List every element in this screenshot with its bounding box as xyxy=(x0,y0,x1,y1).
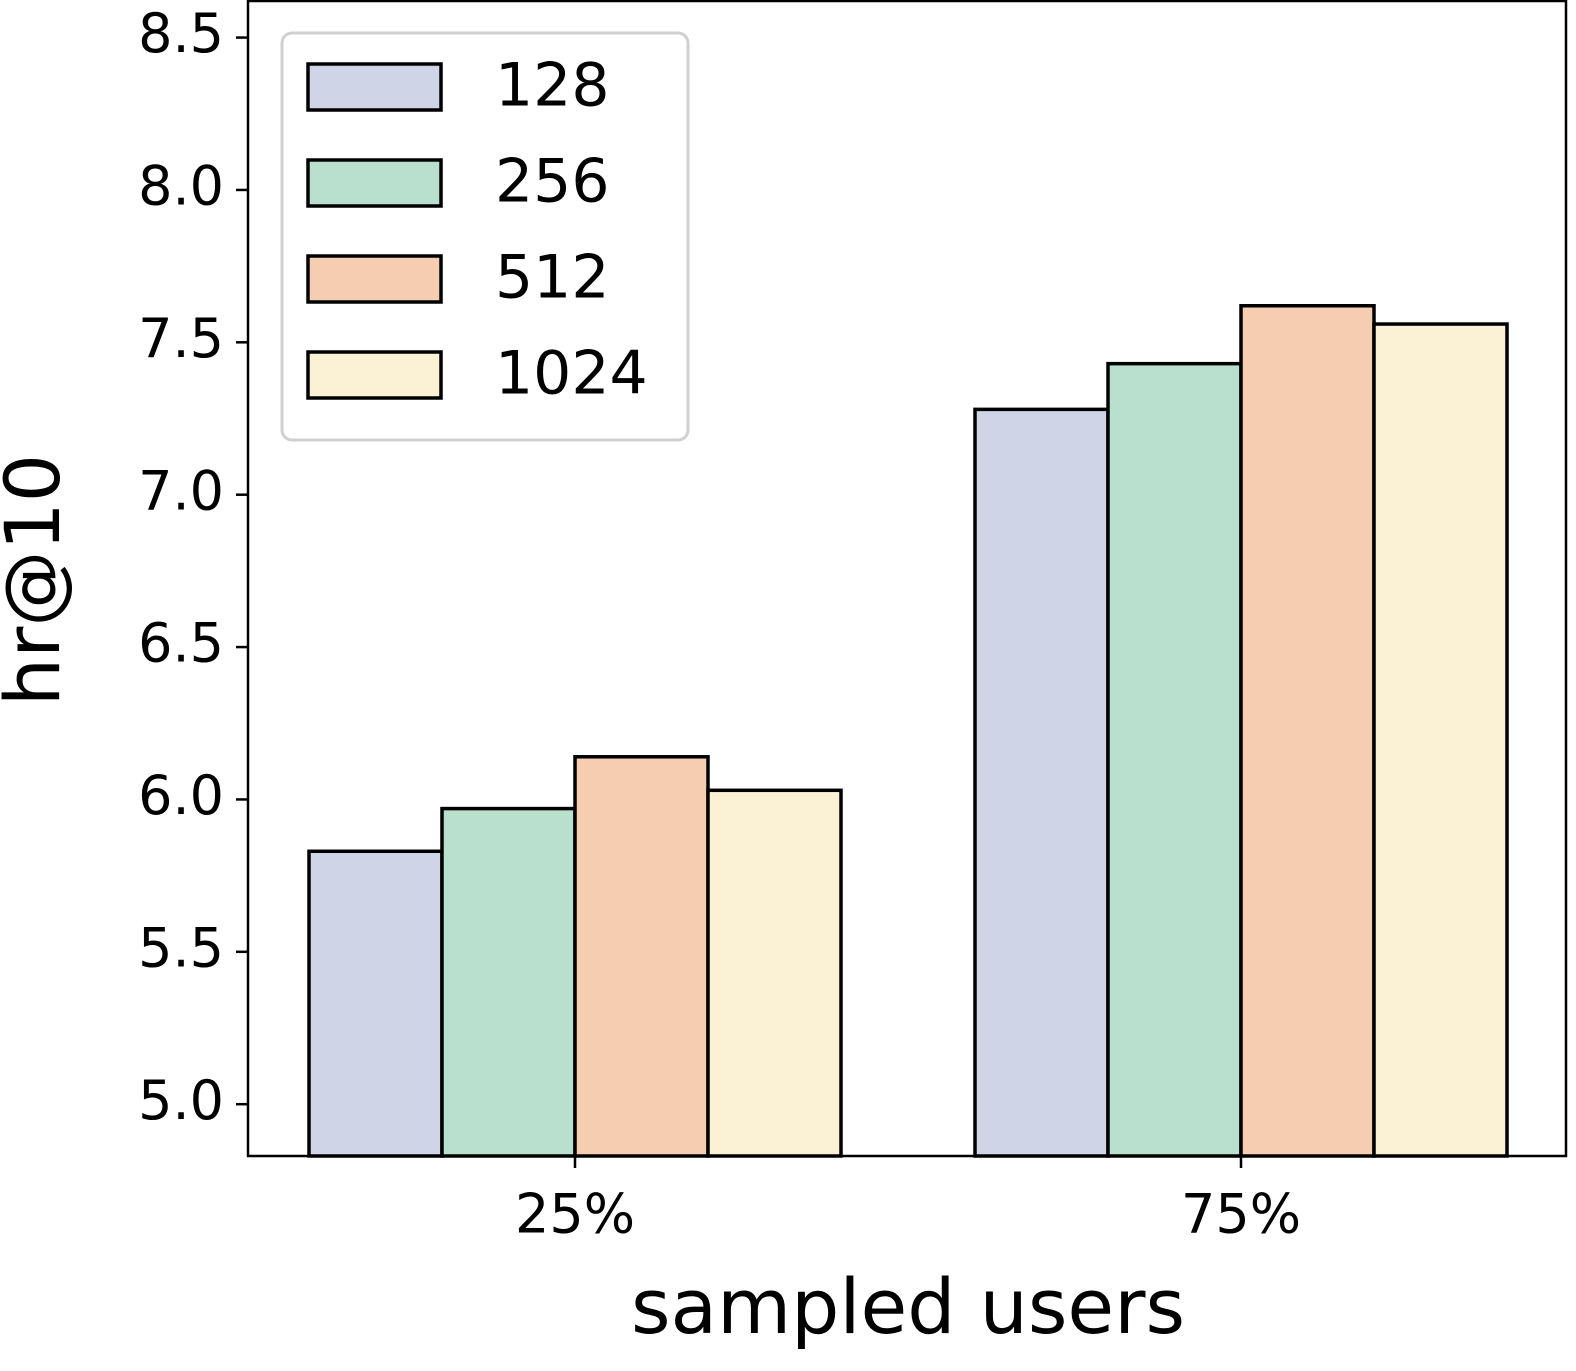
y-tick-label: 5.0 xyxy=(138,1069,224,1132)
legend-label: 256 xyxy=(495,147,610,217)
legend-swatch xyxy=(306,62,443,112)
legend-swatch xyxy=(306,158,443,208)
bar xyxy=(573,755,710,1158)
y-tick-label: 6.0 xyxy=(138,764,224,827)
legend-swatch xyxy=(306,254,443,304)
x-axis-label: sampled users xyxy=(631,1262,1185,1351)
plot-frame xyxy=(246,0,1568,1158)
bar xyxy=(1372,322,1509,1158)
bar xyxy=(307,849,444,1158)
y-axis-label: hr@10 xyxy=(0,454,77,706)
x-tick-label: 25% xyxy=(515,1183,635,1246)
bar xyxy=(440,806,577,1158)
bar xyxy=(973,407,1110,1158)
legend-label: 128 xyxy=(495,51,610,121)
bar xyxy=(1106,361,1243,1158)
legend-swatch xyxy=(306,350,443,400)
y-tick-label: 6.5 xyxy=(138,612,224,675)
bar xyxy=(1239,303,1376,1158)
legend-label: 512 xyxy=(495,243,610,313)
x-tick-label: 75% xyxy=(1181,1183,1301,1246)
y-tick-label: 8.0 xyxy=(138,155,224,218)
y-tick-label: 7.0 xyxy=(138,459,224,522)
y-tick-label: 5.5 xyxy=(138,916,224,979)
bar xyxy=(706,788,843,1158)
legend-label: 1024 xyxy=(495,339,648,409)
y-tick-label: 8.5 xyxy=(138,2,224,65)
y-tick-label: 7.5 xyxy=(138,307,224,370)
legend-frame xyxy=(280,31,690,442)
